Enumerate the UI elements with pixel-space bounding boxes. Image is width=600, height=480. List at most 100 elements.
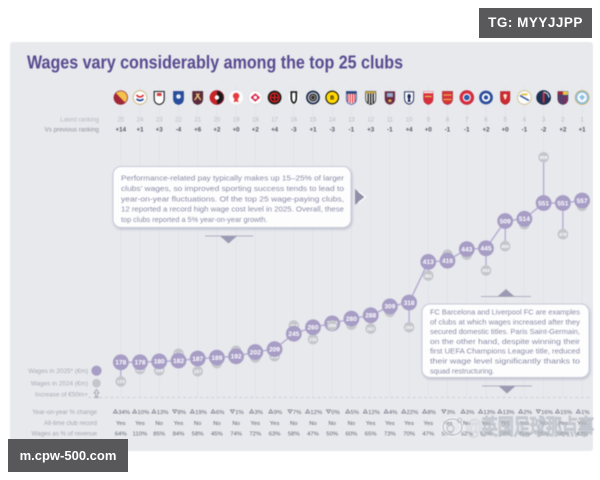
svg-text:No: No [213,421,221,427]
svg-text:-3: -3 [329,127,335,134]
svg-text:Increase of €50m+: Increase of €50m+ [35,392,88,399]
svg-text:189: 189 [211,355,222,362]
svg-text:+1: +1 [136,127,144,134]
svg-text:269: 269 [328,323,336,328]
svg-text:157: 157 [194,369,202,374]
svg-text:288: 288 [365,313,376,320]
svg-text:clubs’ wages, so improved spor: clubs’ wages, so improved sporting succe… [121,184,344,193]
svg-text:Performance-related pay typica: Performance-related pay typically makes … [121,174,345,183]
svg-text:@英国足球那点事: @英国足球那点事 [466,415,594,440]
svg-text:45%: 45% [519,432,532,438]
svg-text:No: No [194,421,202,427]
svg-text:47%: 47% [307,432,320,438]
svg-text:64%: 64% [115,432,128,438]
svg-text:No: No [463,421,471,427]
svg-text:All-time club record: All-time club record [44,420,98,427]
svg-text:514: 514 [519,216,530,223]
svg-text:-4: -4 [176,127,182,134]
svg-text:13%: 13% [483,410,496,416]
svg-text:No: No [290,421,298,427]
svg-text:+0: +0 [425,127,433,134]
svg-text:Yes: Yes [116,421,126,427]
svg-text:63%: 63% [269,432,282,438]
svg-text:47%: 47% [422,432,435,438]
svg-text:25: 25 [117,117,124,124]
svg-text:257: 257 [367,326,375,331]
svg-text:No: No [232,421,240,427]
svg-text:12: 12 [367,117,374,124]
svg-text:393: 393 [482,268,490,273]
svg-text:+0: +0 [233,127,241,134]
svg-text:Wages in 2024 (€m): Wages in 2024 (€m) [31,381,88,388]
svg-text:260: 260 [405,325,413,330]
svg-text:8: 8 [446,117,450,124]
svg-text:squad restructuring.: squad restructuring. [430,366,495,375]
svg-text:-2: -2 [541,127,547,134]
svg-text:187: 187 [192,356,203,363]
svg-text:Year-on-year % change: Year-on-year % change [32,409,97,416]
svg-text:-1: -1 [445,127,451,134]
svg-text:1%: 1% [235,410,244,416]
svg-text:+2: +2 [213,127,221,134]
svg-text:2%: 2% [524,410,533,416]
svg-text:+1: +1 [579,127,587,134]
svg-text:their wage level significantly: their wage level significantly thanks to [430,357,580,366]
svg-text:Yes: Yes [250,421,260,427]
svg-text:58%: 58% [288,432,301,438]
svg-text:Latest ranking: Latest ranking [60,117,99,124]
svg-text:209: 209 [269,346,280,353]
svg-text:413: 413 [423,259,434,266]
svg-text:280: 280 [346,316,357,323]
svg-text:13: 13 [348,117,355,124]
svg-text:+3: +3 [156,127,164,134]
svg-text:192: 192 [231,354,242,361]
svg-text:13%: 13% [503,410,516,416]
svg-text:Yes: Yes [270,421,280,427]
svg-text:232: 232 [309,337,317,342]
svg-text:5: 5 [503,117,507,124]
svg-text:19: 19 [233,117,240,124]
svg-text:No: No [328,421,336,427]
svg-text:No: No [540,421,548,427]
svg-text:9%: 9% [274,410,283,416]
svg-text:20: 20 [213,117,220,124]
svg-text:Yes: Yes [481,421,491,427]
svg-text:19%: 19% [195,410,208,416]
svg-text:-1: -1 [464,127,470,134]
svg-text:Yes: Yes [520,421,530,427]
svg-text:52%: 52% [480,432,493,438]
svg-text:58%: 58% [557,432,570,438]
svg-text:178: 178 [134,360,145,367]
svg-text:159: 159 [155,368,163,373]
svg-text:264: 264 [290,323,298,328]
svg-text:110%: 110% [133,432,148,438]
svg-text:450: 450 [501,244,509,249]
svg-text:on the other hand, despite win: on the other hand, despite winning their [430,337,581,346]
svg-text:318: 318 [404,300,415,307]
svg-text:72%: 72% [249,432,262,438]
svg-text:+6: +6 [194,127,202,134]
svg-text:5%: 5% [351,410,360,416]
svg-text:16%: 16% [541,410,554,416]
svg-text:+14: +14 [116,127,127,134]
svg-text:1%: 1% [581,410,590,416]
svg-text:Wages vary considerably among: Wages vary considerably among the top 25… [27,53,403,73]
svg-text:+2: +2 [559,127,567,134]
svg-text:Yes: Yes [558,421,568,427]
svg-text:58%: 58% [192,432,205,438]
svg-text:Yes: Yes [577,421,587,427]
svg-text:Yes: Yes [404,421,414,427]
svg-text:34%: 34% [118,410,131,416]
svg-text:445: 445 [480,246,491,253]
svg-text:Wages in 2025* (€m): Wages in 2025* (€m) [28,368,88,375]
svg-text:2: 2 [561,117,565,124]
svg-text:13%: 13% [157,410,170,416]
svg-text:309: 309 [384,304,395,311]
svg-text:17: 17 [271,117,278,124]
svg-text:first UEFA Champions League ti: first UEFA Champions League title, reduc… [430,347,580,356]
svg-text:133: 133 [117,379,125,384]
svg-text:Yes: Yes [174,421,184,427]
svg-text:557: 557 [577,198,588,205]
svg-text:551: 551 [538,200,549,207]
svg-text:secured domestic titles. Paris: secured domestic titles. Paris Saint-Ger… [430,327,580,336]
